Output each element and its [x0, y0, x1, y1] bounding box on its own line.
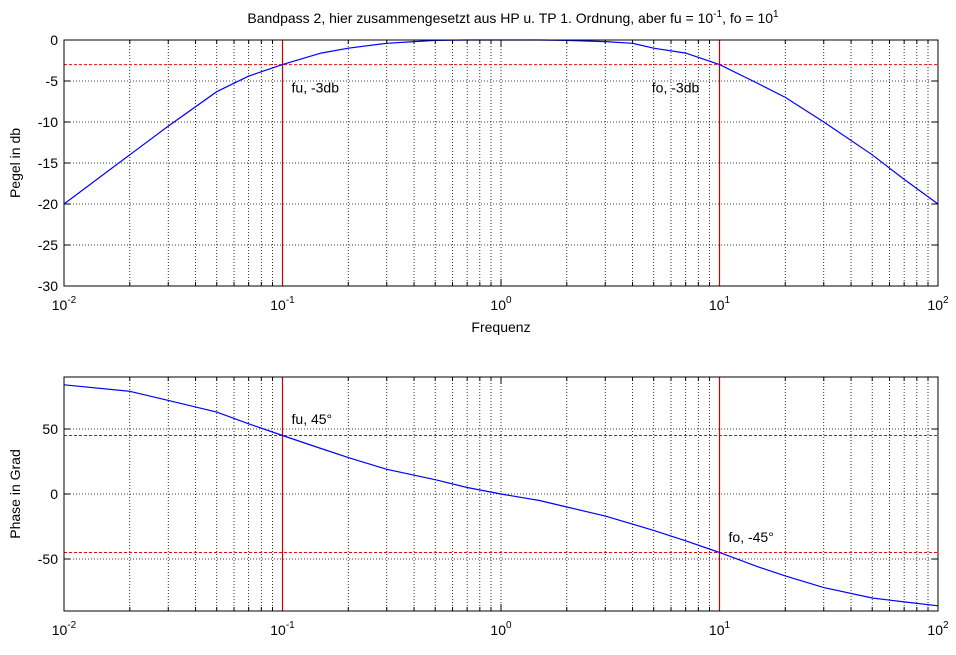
annotation-label: fo, -45°	[729, 529, 774, 545]
y-tick-label: -15	[38, 155, 58, 171]
x-tick-label: 101	[709, 295, 731, 313]
y-tick-label: 0	[50, 32, 58, 48]
y-tick-label: 0	[50, 486, 58, 502]
annotation-label: fo, -3db	[652, 79, 700, 95]
y-tick-label: -50	[38, 551, 58, 567]
y-tick-label: -5	[46, 73, 59, 89]
x-axis-label: Frequenz	[471, 319, 530, 335]
chart-title: Bandpass 2, hier zusammengesetzt aus HP …	[247, 9, 779, 26]
series-line	[63, 384, 939, 607]
x-tick-label: 10-2	[52, 295, 77, 313]
title-exponent-fu: -1	[713, 9, 722, 20]
title-text: Bandpass 2, hier zusammengesetzt aus HP …	[247, 10, 713, 26]
title-exponent-fo: 1	[773, 9, 779, 20]
x-tick-label: 100	[490, 620, 512, 638]
x-tick-label: 102	[927, 295, 949, 313]
y-tick-label: -20	[38, 196, 58, 212]
x-tick-label: 101	[709, 620, 731, 638]
x-tick-label: 100	[490, 295, 512, 313]
x-tick-label: 10-1	[270, 295, 295, 313]
annotation-label: fu, 45°	[292, 411, 333, 427]
y-tick-label: -30	[38, 278, 58, 294]
y-tick-label: -10	[38, 114, 58, 130]
y-tick-label: 50	[42, 421, 58, 437]
title-mid: , fo = 10	[722, 10, 773, 26]
annotation-label: fu, -3db	[292, 79, 340, 95]
x-tick-label: 10-1	[270, 620, 295, 638]
y-tick-label: -25	[38, 237, 58, 253]
axes-frame	[63, 39, 939, 287]
y-axis-label: Phase in Grad	[7, 449, 23, 539]
axes-frame	[63, 376, 939, 612]
phase-plot: 50 0 -50 10-2 10-1 100 101 102 Phase in Grad fu, …	[7, 376, 949, 638]
y-axis-label: Pegel in db	[7, 128, 23, 198]
x-tick-label: 102	[927, 620, 949, 638]
x-tick-label: 10-2	[52, 620, 77, 638]
